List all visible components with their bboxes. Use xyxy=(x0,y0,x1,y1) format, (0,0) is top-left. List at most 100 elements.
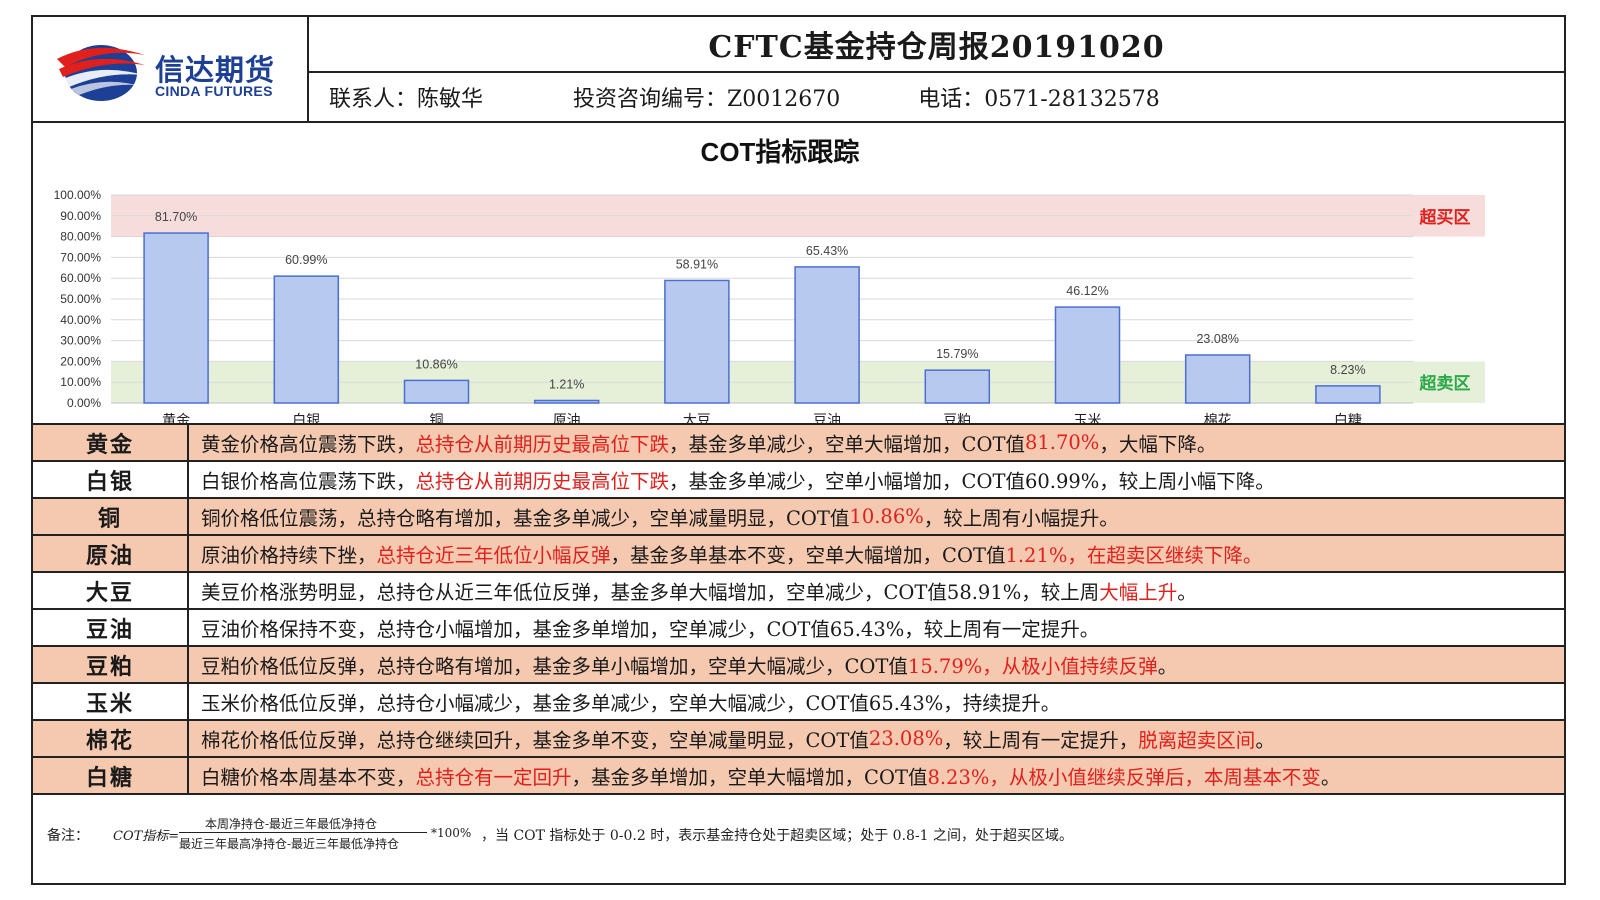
y-tick-label: 70.00% xyxy=(60,250,101,264)
bar-6 xyxy=(794,266,860,404)
bar-10 xyxy=(1315,385,1381,404)
formula-lhs: COT指标= xyxy=(113,829,180,844)
commentary-text: 美豆价格涨势明显，总持仓从近三年低位反弹，基金多单大幅增加，空单减少，COT值5… xyxy=(201,581,1100,604)
row-commodity-label: 棉花 xyxy=(33,721,189,756)
table-row: 玉米 玉米价格低位反弹，总持仓小幅减少，基金多单减少，空单大幅减少，COT值65.… xyxy=(33,684,1564,721)
highlight-text: 脱离超卖区间 xyxy=(1138,729,1256,752)
x-tick-label-6: 豆油 xyxy=(813,413,841,423)
row-commodity-label: 白糖 xyxy=(33,758,189,793)
overbought-label: 超买区 xyxy=(1420,207,1471,228)
commentary-text: 豆粕价格低位反弹，总持仓略有增加，基金多单小幅增加，空单大幅减少，COT值 xyxy=(201,655,908,678)
y-tick-label: 10.00% xyxy=(60,375,101,389)
title-row: CFTC基金持仓周报20191020 xyxy=(309,17,1564,73)
row-commodity-label: 豆粕 xyxy=(33,647,189,682)
globe-logo-icon xyxy=(57,45,145,101)
commentary-text: 豆油价格保持不变，总持仓小幅增加，基金多单增加，空单减少，COT值65.43%，… xyxy=(201,618,1100,641)
row-commodity-label: 原油 xyxy=(33,536,189,571)
bar-1 xyxy=(143,232,209,404)
data-label-5: 58.91% xyxy=(676,257,718,271)
highlight-text: 总持仓从前期历史最高位下跌 xyxy=(415,470,670,493)
table-row: 白银 白银价格高位震荡下跌， 总持仓从前期历史最高位下跌 ，基金多单减少，空单小幅增加… xyxy=(33,462,1564,499)
x-tick-label-9: 棉花 xyxy=(1204,412,1232,423)
data-label-1: 81.70% xyxy=(155,210,197,224)
row-commentary: 原油价格持续下挫， 总持仓近三年低位小幅反弹 ，基金多单基本不变，空单大幅增加，CO… xyxy=(189,536,1564,571)
y-tick-label: 40.00% xyxy=(60,313,101,327)
commentary-text: 黄金价格高位震荡下跌， xyxy=(201,433,416,456)
row-commodity-label: 玉米 xyxy=(33,684,189,719)
contact-row: 联系人：陈敏华 投资咨询编号：Z0012670 电话：0571-28132578 xyxy=(309,73,1564,121)
y-tick-label: 20.00% xyxy=(60,354,101,368)
row-commentary: 黄金价格高位震荡下跌， 总持仓从前期历史最高位下跌 ，基金多单减少，空单大幅增加，C… xyxy=(189,425,1564,460)
highlight-text: 大幅上升 xyxy=(1099,581,1178,604)
highlight-text: 总持仓近三年低位小幅反弹 xyxy=(376,544,611,567)
highlight-text: 23.08% xyxy=(868,727,944,750)
row-commodity-label: 铜 xyxy=(33,499,189,534)
bar-3 xyxy=(403,379,470,404)
formula-denominator: 最近三年最高净持仓-最近三年最低净持仓 xyxy=(179,837,400,851)
contact-person: 联系人：陈敏华 xyxy=(329,87,484,112)
y-tick-label: 80.00% xyxy=(60,230,101,244)
commentary-text: 玉米价格低位反弹，总持仓小幅减少，基金多单减少，空单大幅减少，COT值65.43… xyxy=(201,692,1061,715)
commentary-text: 棉花价格低位反弹，总持仓继续回升，基金多单不变，空单减量明显，COT值 xyxy=(201,729,869,752)
highlight-text: 81.70% xyxy=(1024,431,1100,454)
chart-title: COT指标跟踪 xyxy=(701,137,860,167)
bar-2 xyxy=(273,275,340,404)
commentary-text: ，基金多单减少，空单大幅增加，COT值 xyxy=(669,433,1025,456)
y-tick-label: 0.00% xyxy=(67,396,101,410)
x-tick-label-1: 黄金 xyxy=(162,412,190,423)
x-tick-label-5: 大豆 xyxy=(683,413,711,423)
y-tick-label: 30.00% xyxy=(60,334,101,348)
commentary-text: 。 xyxy=(1255,729,1275,752)
row-commentary: 棉花价格低位反弹，总持仓继续回升，基金多单不变，空单减量明显，COT值 23.08… xyxy=(189,721,1564,756)
data-label-3: 10.86% xyxy=(415,357,457,371)
data-label-8: 46.12% xyxy=(1066,284,1108,298)
commentary-text: ，基金多单减少，空单小幅增加，COT值60.99%，较上周小幅下降。 xyxy=(669,470,1275,493)
logo-en-text: CINDA FUTURES xyxy=(155,83,273,99)
cot-chart: COT指标跟踪 超买区 超卖区 0.00% 10.00% 20.00% 30.00% 40.… xyxy=(33,123,1564,425)
row-commodity-label: 大豆 xyxy=(33,573,189,608)
x-tick-label-10: 白糖 xyxy=(1334,413,1362,423)
y-tick-label: 90.00% xyxy=(60,209,101,223)
row-commodity-label: 黄金 xyxy=(33,425,189,460)
logo: 信达期货 CINDA FUTURES xyxy=(33,17,309,121)
fraction-line xyxy=(179,832,427,833)
row-commentary: 美豆价格涨势明显，总持仓从近三年低位反弹，基金多单大幅增加，空单减少，COT值5… xyxy=(189,573,1564,608)
table-row: 豆粕 豆粕价格低位反弹，总持仓略有增加，基金多单小幅增加，空单大幅减少，COT值 1… xyxy=(33,647,1564,684)
row-commentary: 豆粕价格低位反弹，总持仓略有增加，基金多单小幅增加，空单大幅减少，COT值 15.… xyxy=(189,647,1564,682)
table-row: 铜铜价格低位震荡，总持仓略有增加，基金多单减少，空单减量明显，COT值 10.86… xyxy=(33,499,1564,536)
commentary-text: ，基金多单基本不变，空单大幅增加，COT值 xyxy=(610,544,1006,567)
row-commentary: 玉米价格低位反弹，总持仓小幅减少，基金多单减少，空单大幅减少，COT值65.43… xyxy=(189,684,1564,719)
y-tick-label: 60.00% xyxy=(60,271,101,285)
y-tick-label: 50.00% xyxy=(60,292,101,306)
row-commodity-label: 豆油 xyxy=(33,610,189,645)
formula-numerator: 本周净持仓-最近三年最低净持仓 xyxy=(205,817,378,831)
row-commentary: 豆油价格保持不变，总持仓小幅增加，基金多单增加，空单减少，COT值65.43%，… xyxy=(189,610,1564,645)
commentary-text: ，较上周有一定提升， xyxy=(943,729,1139,752)
note-label: 备注： xyxy=(47,828,89,844)
commentary-text: ，基金多单增加，空单大幅增加，COT值 xyxy=(571,766,928,789)
table-row: 棉花 棉花价格低位反弹，总持仓继续回升，基金多单不变，空单减量明显，COT值 23.… xyxy=(33,721,1564,758)
commentary-table: 黄金 黄金价格高位震荡下跌， 总持仓从前期历史最高位下跌 ，基金多单减少，空单大幅增加… xyxy=(33,425,1564,795)
data-label-6: 65.43% xyxy=(806,244,848,258)
highlight-text: 8.23%，从极小值继续反弹后，本周基本不变 xyxy=(927,766,1321,789)
row-commodity-label: 白银 xyxy=(33,462,189,497)
data-label-2: 60.99% xyxy=(285,253,327,267)
highlight-text: 10.86% xyxy=(849,505,924,528)
table-row: 豆油 豆油价格保持不变，总持仓小幅增加，基金多单增加，空单减少，COT值65.43… xyxy=(33,610,1564,647)
logo-cn-text: 信达期货 xyxy=(155,53,276,87)
highlight-text: 总持仓从前期历史最高位下跌 xyxy=(415,433,670,456)
highlight-text: 1.21%，在超卖区继续下降。 xyxy=(1005,544,1263,567)
x-tick-label-3: 铜 xyxy=(430,413,444,423)
commentary-text: 。 xyxy=(1157,655,1178,678)
report-frame: 信达期货 CINDA FUTURES CFTC基金持仓周报20191020 联系… xyxy=(31,15,1566,885)
commentary-text: 白糖价格本周基本不变， xyxy=(201,766,416,789)
bar-8 xyxy=(1054,306,1121,404)
x-tick-label-8: 玉米 xyxy=(1074,413,1102,423)
table-row: 原油 原油价格持续下挫， 总持仓近三年低位小幅反弹 ，基金多单基本不变，空单大幅增加，… xyxy=(33,536,1564,573)
y-tick-label: 100.00% xyxy=(54,188,102,202)
x-tick-label-4: 原油 xyxy=(553,413,581,423)
x-tick-label-2: 白银 xyxy=(292,413,320,423)
report-title: CFTC基金持仓周报20191020 xyxy=(708,30,1165,65)
commentary-text: ，较上周有小幅提升。 xyxy=(923,507,1119,530)
